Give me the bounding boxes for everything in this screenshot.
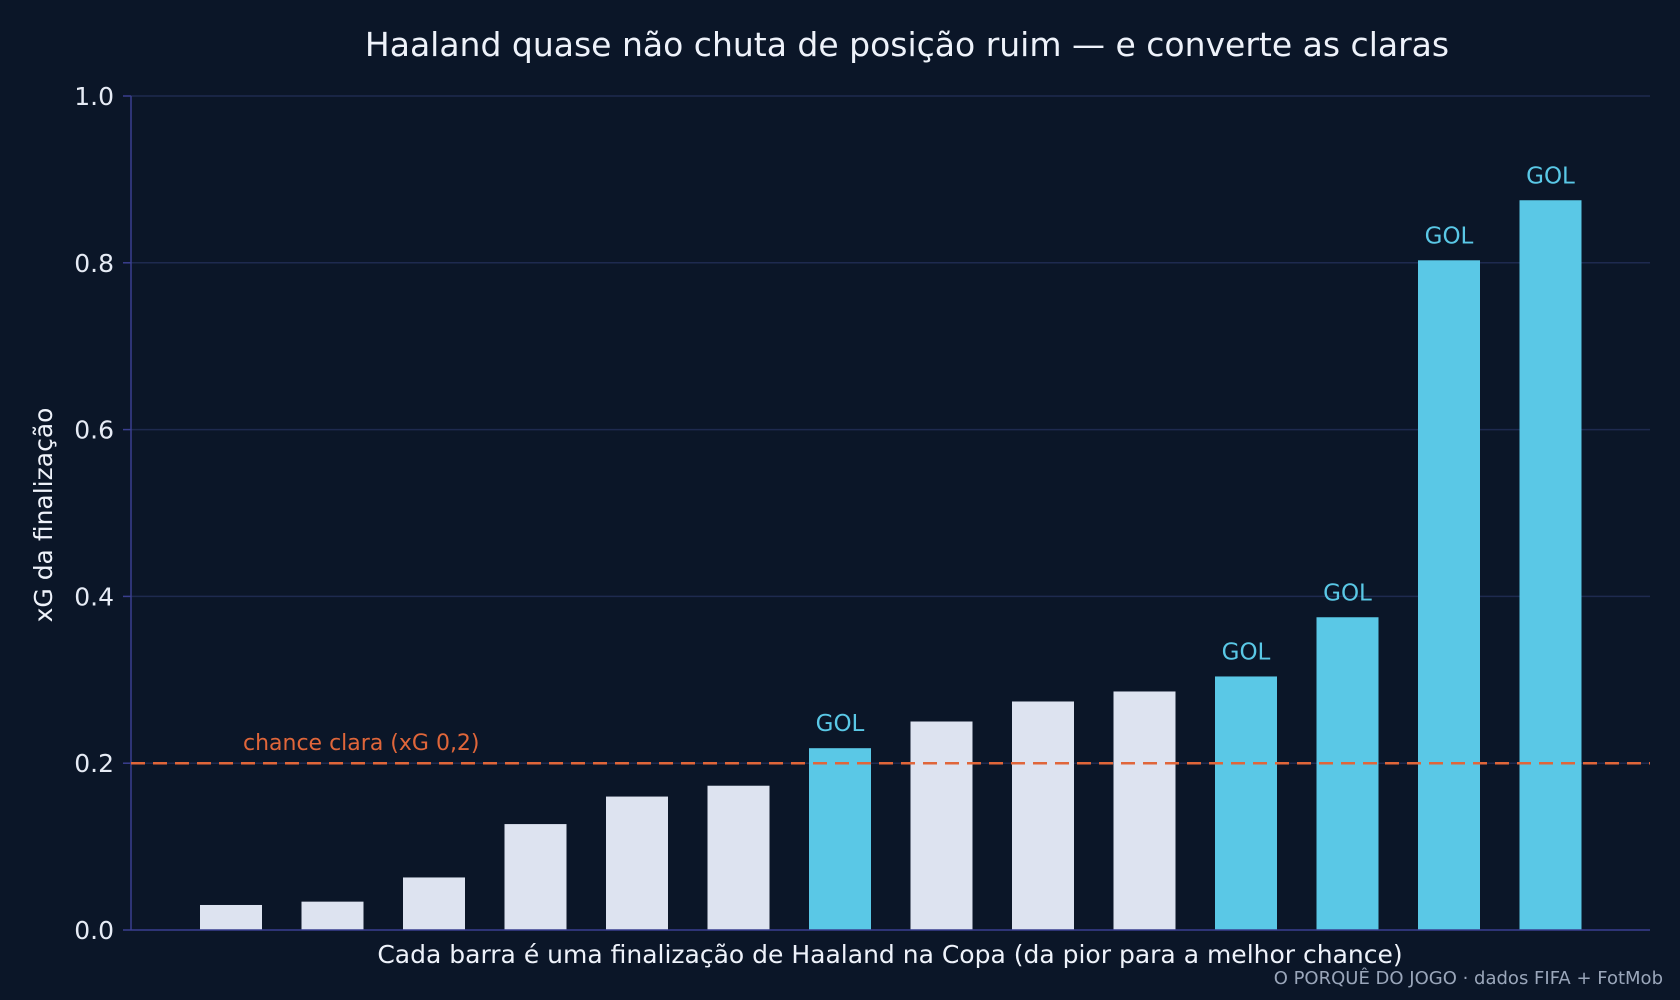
bar-goal [1519, 200, 1582, 930]
y-tick-label: 0.2 [74, 749, 114, 778]
y-axis-ticks: 0.0 0.2 0.4 0.6 0.8 1.0 [74, 82, 131, 945]
source-credit: O PORQUÊ DO JOGO · dados FIFA + FotMob [1274, 967, 1663, 989]
bar-labels: GOL GOL GOL GOL GOL [816, 163, 1575, 737]
axes [130, 96, 1650, 931]
bar-goal [1418, 260, 1480, 931]
y-axis-label: xG da finalização [29, 408, 58, 623]
bar-goal [1215, 676, 1277, 930]
bar-goal [1316, 617, 1379, 930]
bar-shot [200, 904, 262, 930]
bar-shot [504, 824, 567, 930]
y-tick-label: 1.0 [74, 82, 114, 111]
bar-shot [1113, 691, 1176, 930]
reference-line-label: chance clara (xG 0,2) [243, 731, 480, 756]
bars [200, 200, 1582, 931]
goal-label: GOL [816, 711, 865, 737]
y-tick-label: 0.6 [74, 416, 114, 445]
goal-label: GOL [1323, 580, 1372, 606]
bar-shot [403, 877, 465, 930]
y-tick-label: 0.8 [74, 249, 114, 278]
goal-label: GOL [1425, 223, 1474, 249]
goal-label: GOL [1526, 163, 1575, 189]
goal-label: GOL [1222, 639, 1271, 665]
bar-shot [301, 901, 364, 930]
x-axis-label: Cada barra é uma finalização de Haaland … [377, 940, 1402, 969]
bar-shot [1012, 701, 1074, 930]
y-tick-label: 0.0 [74, 916, 114, 945]
y-tick-label: 0.4 [74, 582, 114, 611]
bar-goal [809, 748, 871, 930]
bar-shot [910, 721, 973, 930]
bar-shot [606, 796, 668, 930]
chart-title: Haaland quase não chuta de posição ruim … [365, 25, 1449, 64]
reference-line-group: chance clara (xG 0,2) [131, 731, 1650, 765]
bar-shot [707, 785, 770, 930]
